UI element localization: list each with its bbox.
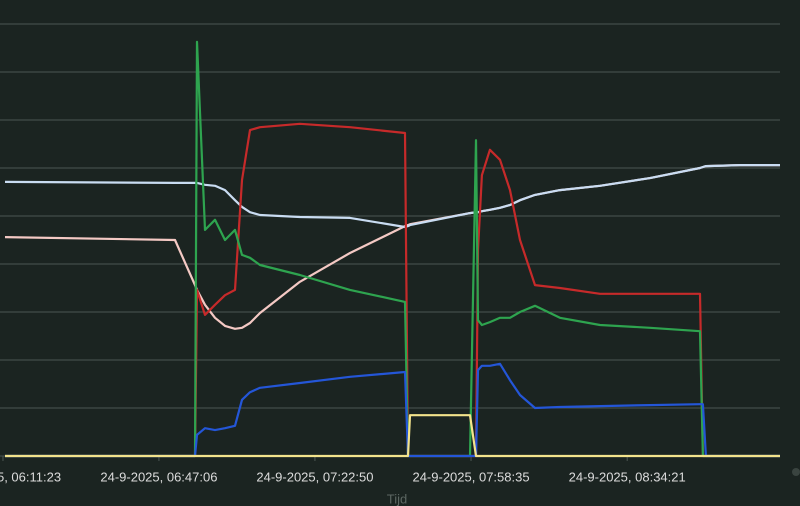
series-line [5,362,780,458]
series-line [5,414,780,458]
scroll-handle[interactable] [792,468,800,476]
x-tick-label: 24-9-2025, 06:11:23 [0,469,61,484]
x-tick-label: 24-9-2025, 07:22:50 [256,469,373,484]
series-line [4,164,780,229]
x-tick-label: 24-9-2025, 07:58:35 [412,469,529,484]
x-tick-label: 24-9-2025, 06:47:06 [100,469,217,484]
x-tick-label: 24-9-2025, 08:34:21 [569,469,686,484]
x-axis-label: Tijd [387,491,407,506]
